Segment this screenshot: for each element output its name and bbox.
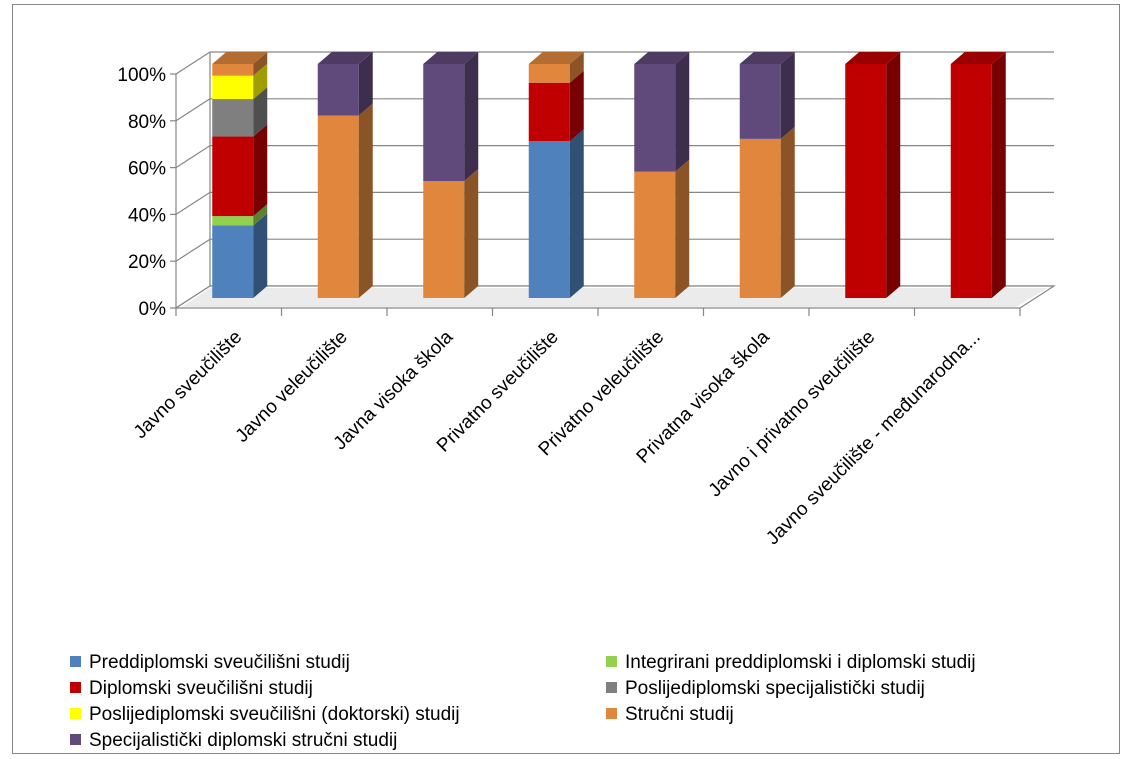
bar-segment-top [317,52,373,64]
bar-segment-front [845,64,887,298]
bar-segment-side [569,70,584,142]
bar-segment-front [212,136,254,217]
bar-segment-top [423,52,479,64]
bar-segment-front [950,64,992,298]
bar-segment-front [212,225,254,298]
legend-swatch [606,682,617,693]
legend-swatch [70,656,81,667]
floor-shadow [182,288,1048,307]
bar-segment-front [528,64,570,83]
bar-segment-side [253,124,268,217]
bar-segment-side [675,159,690,298]
bar-segment-side [780,52,795,139]
bar-segment-side [253,213,268,298]
legend-entry: Stručni studij [625,704,734,725]
bar-segment-top [739,52,795,64]
y-tick-label: 0% [139,299,167,320]
bar-segment-front [423,64,465,181]
bar-segment-front [634,171,676,298]
legend-swatch [70,708,81,719]
legend-swatch [606,656,617,667]
y-tick-label: 80% [128,112,166,133]
x-category-label: Javno i privatno sveučilište [705,327,880,502]
bar-segment-side [253,87,268,137]
bar-segment-top [528,52,584,64]
bar-segment-side [886,52,901,298]
bar-segment-front [317,64,359,116]
bar-segment-side [253,52,268,76]
bar-segment-front [212,64,254,76]
bar-segment-side [569,52,584,83]
bar-segment-side [464,52,479,181]
y-tick-label: 100% [117,65,166,86]
bar-segment-front [212,99,254,137]
bar-segment-side [991,52,1006,298]
bar-segment-side [253,63,268,100]
x-category-label: Javno sveučilište [130,327,246,443]
legend-entry: Poslijediplomski specijalistički studij [625,678,925,699]
bar-segment-front [528,82,570,142]
gridline-side [175,191,211,215]
bar-segment-front [317,115,359,298]
bar-segment-top [950,52,1006,64]
bar-segment-front [634,64,676,172]
y-tick-label: 40% [128,205,166,226]
gridline-side [175,145,211,169]
legend-swatch [70,682,81,693]
bar-segment-side [569,129,584,298]
bar-segment-side [358,52,373,116]
bar-segment-side [253,204,268,226]
bar-segment-side [675,52,690,172]
bar-segment-front [212,75,254,100]
legend-entry: Preddiplomski sveučilišni studij [89,652,350,673]
legend-swatch [70,734,81,745]
x-category-label: Javno veleučilište [232,327,352,447]
gridline-side [175,98,211,122]
bar-segment-side [358,103,373,298]
bar-segment-side [464,169,479,298]
x-category-label: Javno sveučilište - međunarodna... [762,327,984,549]
legend-entry: Diplomski sveučilišni studij [89,678,313,699]
gridline-side [175,238,211,262]
bar-segment-front [212,216,254,226]
bar-segment-side [780,126,795,298]
y-tick-label: 60% [128,159,166,180]
bar-segment-front [739,138,781,298]
bar-segment-top [845,52,901,64]
y-tick-label: 20% [128,252,166,273]
gridline-side [175,51,211,75]
legend-entry: Integrirani preddiplomski i diplomski st… [625,652,976,673]
bar-segment-front [423,181,465,298]
legend-entry: Poslijediplomski sveučilišni (doktorski)… [89,704,460,725]
bar-segment-top [212,52,268,64]
bar-segment-front [528,141,570,298]
legend-swatch [606,708,617,719]
bar-segment-front [739,64,781,139]
legend-entry: Specijalistički diplomski stručni studij [89,730,397,751]
bar-segment-top [634,52,690,64]
